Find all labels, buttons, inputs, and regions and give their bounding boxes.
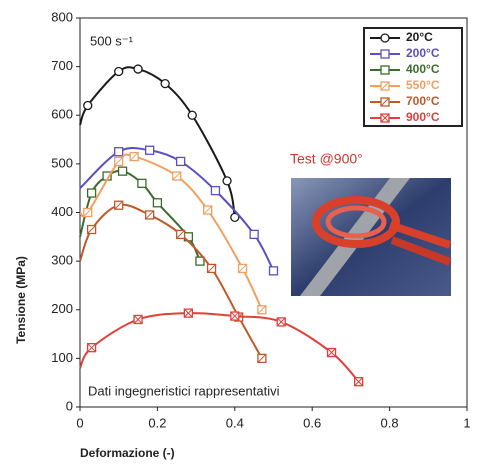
marker — [230, 311, 240, 321]
x-tick-label: 0.8 — [381, 415, 399, 430]
legend-label: 20°C — [406, 30, 433, 44]
legend-label: 550°C — [406, 78, 440, 92]
marker — [129, 151, 139, 162]
marker — [86, 343, 97, 353]
legend-label: 400°C — [406, 62, 440, 76]
legend-label: 200°C — [406, 46, 440, 60]
x-tick-label: 0 — [76, 415, 83, 430]
annotation: 500 s⁻¹ — [90, 33, 134, 48]
marker — [380, 97, 390, 107]
y-tick-label: 400 — [51, 204, 73, 219]
marker — [160, 78, 170, 89]
marker — [145, 210, 155, 220]
legend-label: 900°C — [406, 110, 440, 124]
marker — [268, 266, 279, 276]
y-tick-label: 700 — [51, 58, 73, 73]
marker — [172, 171, 182, 181]
marker — [257, 305, 267, 315]
marker — [222, 176, 232, 186]
marker — [380, 81, 390, 91]
marker — [237, 263, 248, 274]
y-axis-label: Tensione (MPa) — [14, 256, 28, 344]
marker — [175, 229, 186, 240]
x-tick-label: 1 — [463, 415, 470, 430]
marker — [86, 188, 97, 198]
x-tick-label: 0.2 — [148, 415, 166, 430]
marker — [114, 200, 124, 210]
x-axis-label: Deformazione (-) — [80, 446, 175, 460]
marker — [276, 317, 286, 327]
legend — [363, 27, 463, 127]
x-tick-label: 0.4 — [226, 415, 244, 430]
marker — [230, 212, 240, 223]
marker — [326, 347, 337, 358]
y-tick-label: 500 — [51, 155, 73, 170]
marker — [117, 166, 128, 176]
marker — [86, 224, 97, 235]
marker — [145, 145, 155, 155]
y-tick-label: 0 — [66, 398, 73, 413]
marker — [187, 110, 197, 120]
marker — [195, 256, 205, 266]
marker — [380, 65, 390, 75]
marker — [380, 33, 390, 43]
marker — [137, 178, 147, 188]
marker — [257, 353, 267, 364]
y-tick-label: 100 — [51, 350, 73, 365]
y-tick-label: 600 — [51, 107, 73, 122]
marker — [152, 198, 163, 208]
marker — [114, 156, 124, 167]
x-tick-label: 0.6 — [303, 415, 321, 430]
legend-label: 700°C — [406, 94, 440, 108]
marker — [83, 100, 93, 111]
y-tick-label: 300 — [51, 253, 73, 268]
marker — [206, 263, 217, 274]
marker — [133, 64, 143, 74]
series-line — [79, 312, 360, 383]
marker — [249, 229, 259, 240]
y-tick-label: 200 — [51, 301, 73, 316]
marker — [133, 314, 143, 325]
series-line — [79, 153, 263, 311]
photo — [291, 178, 452, 296]
annotation: Test @900° — [290, 151, 363, 167]
marker — [114, 147, 124, 157]
marker — [114, 66, 124, 77]
marker — [175, 156, 186, 167]
marker — [210, 185, 221, 196]
y-tick-label: 800 — [51, 9, 73, 24]
annotation: Dati ingegneristici rappresentativi — [88, 383, 280, 398]
marker — [83, 207, 93, 218]
marker — [353, 377, 364, 387]
marker — [183, 308, 194, 318]
marker — [380, 49, 390, 59]
marker — [203, 205, 213, 215]
marker — [380, 113, 390, 123]
